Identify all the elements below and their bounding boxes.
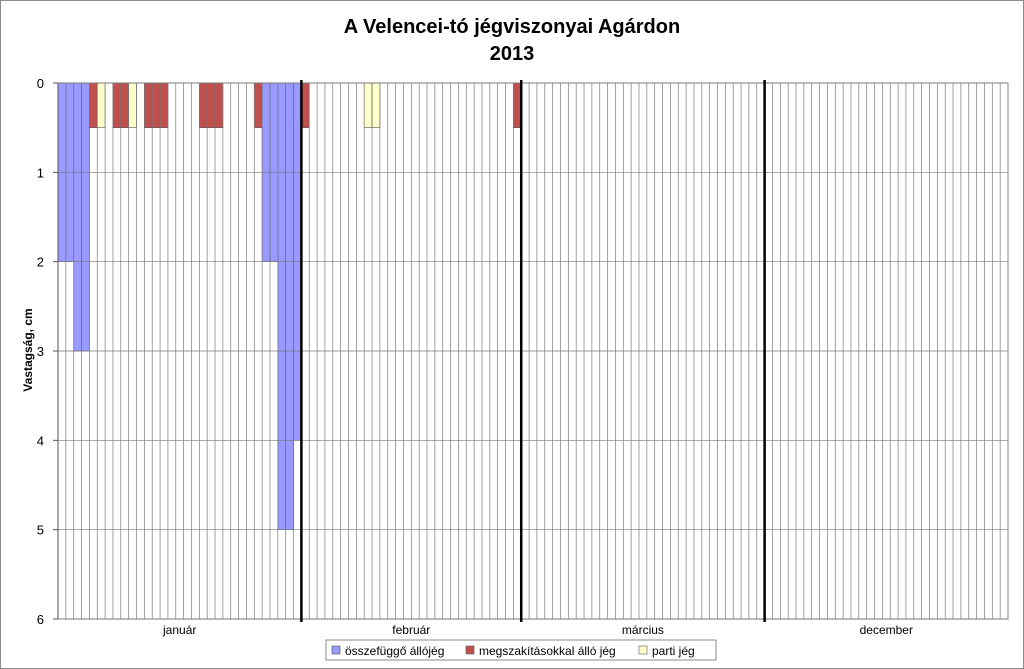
chart-subtitle: 2013 [490,43,535,65]
legend-label: parti jég [652,644,695,658]
bar-2-day-8 [112,82,122,128]
month-label: december [860,623,913,637]
bar-3-day-6 [96,82,106,128]
legend-box [325,639,717,661]
bar-2-day-5 [89,82,98,128]
bar-2-day-9 [120,82,129,128]
gridlines [58,80,1008,622]
y-tick-label: 6 [37,612,44,627]
legend-swatch [465,645,475,655]
legend-label: összefüggő állójég [345,644,444,658]
legend-label: megszakításokkal álló jég [479,644,616,658]
bar-1-day-4 [81,82,90,352]
legend: összefüggő állójég megszakításokkal álló … [325,639,717,661]
bar-1-day-30 [285,82,294,530]
bar-3-day-10 [128,82,137,128]
y-tick-label: 5 [37,523,44,538]
bar-2-day-21 [214,82,224,128]
bar-2-day-12 [144,82,153,128]
bar-1-day-29 [277,82,286,530]
month-label: március [622,623,664,637]
y-axis-label: Vastagság, cm [21,308,35,391]
bar-2-day-14 [159,82,169,128]
y-tick-label: 0 [37,76,44,91]
month-labels: január február március december [162,623,913,637]
month-label: február [392,623,430,637]
y-tick-label: 4 [37,433,44,448]
bar-2-day-13 [151,82,161,128]
bar-1-day-3 [73,82,82,352]
y-tick-label: 1 [37,165,44,180]
legend-swatch [638,645,648,655]
bar-2-day-26 [253,82,263,128]
y-axis: 0 1 2 3 4 5 6 [37,76,59,627]
legend-swatch [331,645,341,655]
bar-3-day-40 [363,82,373,128]
bar-3-day-41 [371,82,381,128]
month-label: január [162,623,196,637]
y-tick-label: 3 [37,344,44,359]
bar-2-day-20 [206,82,216,128]
chart-title: A Velencei-tó jégviszonyai Agárdon [344,16,680,38]
y-tick-label: 2 [37,255,44,270]
bar-2-day-19 [199,82,208,128]
